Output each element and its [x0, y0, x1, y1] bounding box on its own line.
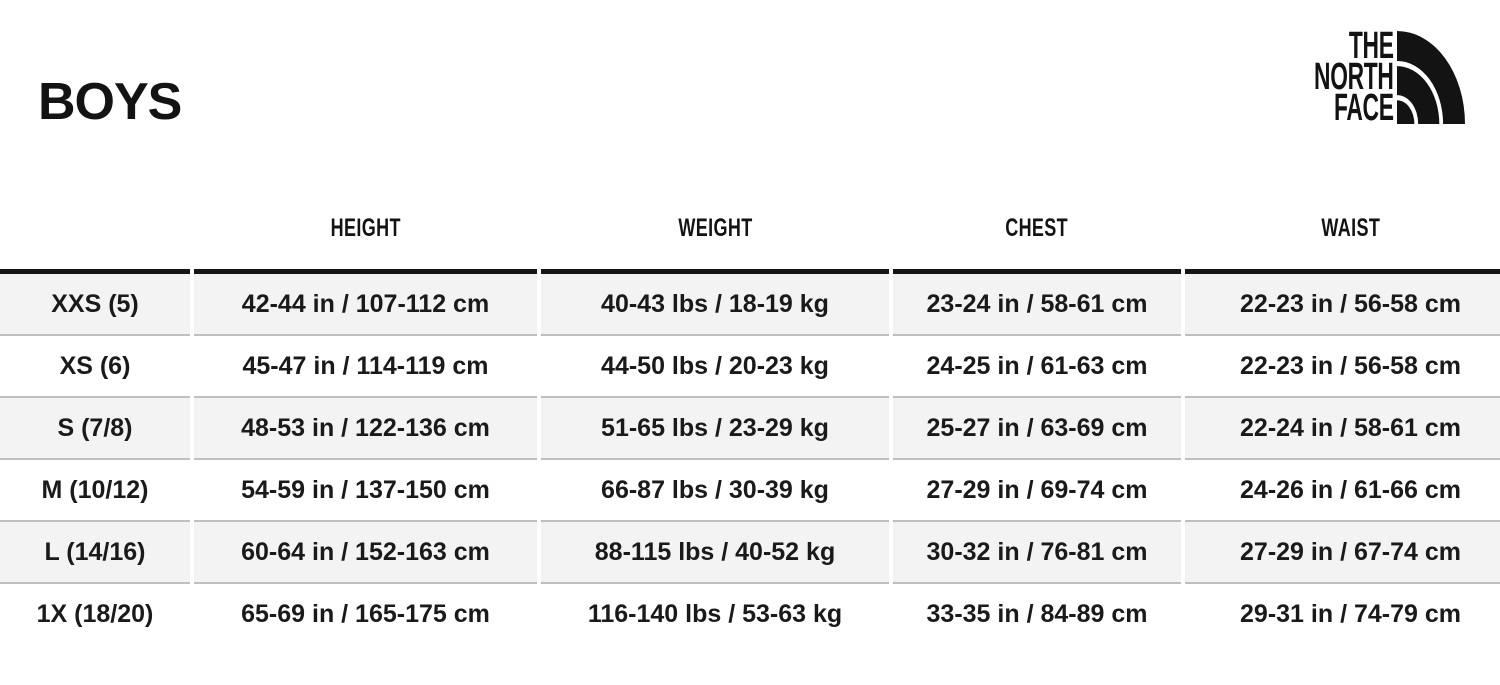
- north-face-halfdome-icon: [1397, 31, 1465, 124]
- size-cell: XS (6): [0, 336, 190, 398]
- waist-cell: 22-24 in / 58-61 cm: [1185, 398, 1500, 460]
- height-cell: 54-59 in / 137-150 cm: [194, 460, 537, 522]
- waist-cell: 24-26 in / 61-66 cm: [1185, 460, 1500, 522]
- weight-cell: 88-115 lbs / 40-52 kg: [541, 522, 889, 584]
- table-row: XS (6) 45-47 in / 114-119 cm 44-50 lbs /…: [0, 336, 1500, 398]
- size-cell: L (14/16): [0, 522, 190, 584]
- waist-cell: 29-31 in / 74-79 cm: [1240, 599, 1461, 628]
- size-chart-section: HEIGHT WEIGHT CHEST WAIST XXS (5) 42-44 …: [0, 195, 1500, 646]
- waist-cell: 22-23 in / 56-58 cm: [1185, 274, 1500, 336]
- table-row: 1X (18/20) 65-69 in / 165-175 cm 116-140…: [0, 584, 1500, 646]
- chest-cell: 27-29 in / 69-74 cm: [893, 460, 1181, 522]
- header-row: HEIGHT WEIGHT CHEST WAIST: [0, 195, 1500, 274]
- size-cell: 1X (18/20): [36, 599, 154, 628]
- chest-cell: 33-35 in / 84-89 cm: [926, 599, 1148, 628]
- brand-text-line: NORTH: [1314, 55, 1394, 98]
- column-header-height: HEIGHT: [194, 195, 537, 274]
- column-header-waist: WAIST: [1185, 195, 1500, 274]
- size-cell: XXS (5): [0, 274, 190, 336]
- page-title: BOYS: [38, 73, 182, 131]
- weight-cell: 116-140 lbs / 53-63 kg: [587, 599, 843, 628]
- table-row: S (7/8) 48-53 in / 122-136 cm 51-65 lbs …: [0, 398, 1500, 460]
- chest-cell: 30-32 in / 76-81 cm: [893, 522, 1181, 584]
- size-chart-table: HEIGHT WEIGHT CHEST WAIST XXS (5) 42-44 …: [0, 195, 1500, 646]
- height-cell: 45-47 in / 114-119 cm: [194, 336, 537, 398]
- brand-text-line: THE: [1349, 25, 1394, 67]
- column-header-chest: CHEST: [893, 195, 1181, 274]
- weight-cell: 44-50 lbs / 20-23 kg: [541, 336, 889, 398]
- brand-text-line: FACE: [1334, 86, 1394, 129]
- chest-cell: 25-27 in / 63-69 cm: [893, 398, 1181, 460]
- chest-cell: 23-24 in / 58-61 cm: [893, 274, 1181, 336]
- height-cell: 42-44 in / 107-112 cm: [194, 274, 537, 336]
- table-row: L (14/16) 60-64 in / 152-163 cm 88-115 l…: [0, 522, 1500, 584]
- weight-cell: 51-65 lbs / 23-29 kg: [541, 398, 889, 460]
- weight-cell: 66-87 lbs / 30-39 kg: [541, 460, 889, 522]
- size-cell: M (10/12): [0, 460, 190, 522]
- north-face-logo: THE NORTH FACE: [1261, 25, 1465, 129]
- column-header-size: [0, 195, 190, 274]
- waist-cell: 22-23 in / 56-58 cm: [1185, 336, 1500, 398]
- table-row: XXS (5) 42-44 in / 107-112 cm 40-43 lbs …: [0, 274, 1500, 336]
- chest-cell: 24-25 in / 61-63 cm: [893, 336, 1181, 398]
- size-cell: S (7/8): [0, 398, 190, 460]
- height-cell: 48-53 in / 122-136 cm: [194, 398, 537, 460]
- waist-cell: 27-29 in / 67-74 cm: [1185, 522, 1500, 584]
- height-cell: 60-64 in / 152-163 cm: [194, 522, 537, 584]
- column-header-weight: WEIGHT: [541, 195, 889, 274]
- table-row: M (10/12) 54-59 in / 137-150 cm 66-87 lb…: [0, 460, 1500, 522]
- height-cell: 65-69 in / 165-175 cm: [241, 599, 490, 628]
- north-face-wordmark: THE NORTH FACE: [1314, 25, 1394, 129]
- weight-cell: 40-43 lbs / 18-19 kg: [541, 274, 889, 336]
